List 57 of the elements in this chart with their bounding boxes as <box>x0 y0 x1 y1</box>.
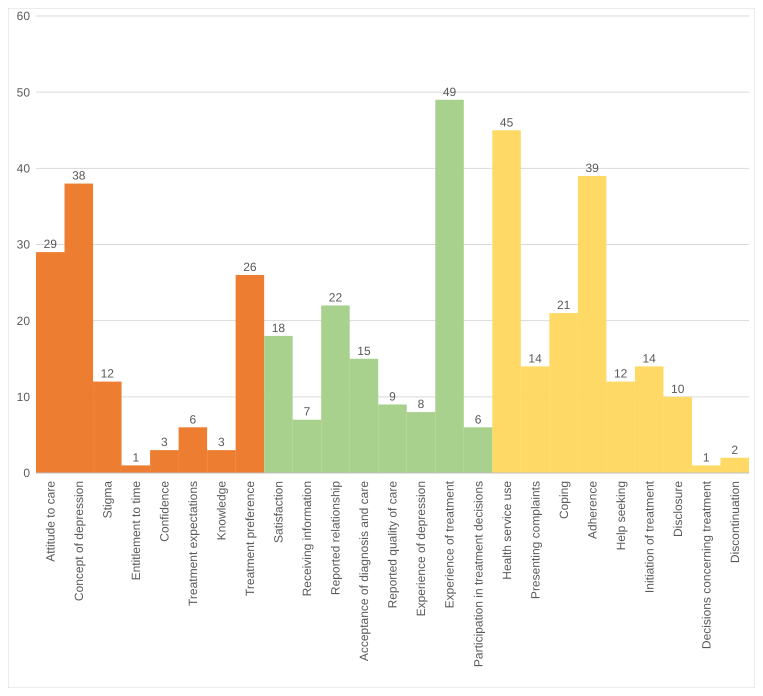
data-label: 1 <box>132 450 140 464</box>
y-tick-label: 30 <box>16 238 30 252</box>
y-tick-label: 0 <box>23 466 30 480</box>
x-tick-label: Receiving information <box>300 481 314 596</box>
data-label: 39 <box>585 160 600 175</box>
y-tick-label: 20 <box>16 314 30 328</box>
x-tick-label: Coping <box>556 481 571 520</box>
x-tick-label: Knowledge <box>214 480 229 540</box>
x-tick-label: Presenting complaints <box>528 481 542 600</box>
x-tick-label: Attitude to care <box>43 480 58 562</box>
x-tick-label: Health service use <box>500 480 514 580</box>
x-tick-label: Reported quality of care <box>386 480 400 608</box>
y-tick-label: 50 <box>16 85 30 100</box>
x-tick-label: Satisfaction <box>272 481 286 544</box>
x-tick-label: Disclosure <box>670 480 685 538</box>
x-tick-label: Confidence <box>158 480 172 542</box>
data-label: 2 <box>731 442 738 457</box>
y-tick-label: 10 <box>16 390 30 404</box>
y-tick-label: 40 <box>16 162 30 176</box>
x-tick-label: Stigma <box>100 480 114 518</box>
data-label: 21 <box>556 298 571 312</box>
data-label: 10 <box>671 382 685 396</box>
x-tick-label: Experience of treatment <box>442 480 457 608</box>
data-label: 18 <box>272 320 286 335</box>
x-tick-label: Treatment preference <box>243 480 258 596</box>
data-label: 3 <box>218 435 226 450</box>
x-tick-label: Help seeking <box>614 481 628 550</box>
data-label: 14 <box>642 351 656 366</box>
x-tick-label: Adherence <box>585 480 600 540</box>
data-label: 12 <box>100 366 114 381</box>
data-label: 9 <box>389 389 396 404</box>
x-tick-label: Concept of depression <box>72 481 86 602</box>
data-label: 26 <box>243 260 257 274</box>
x-tick-label: Experience of depression <box>414 481 428 616</box>
data-label: 7 <box>304 404 311 419</box>
data-label: 12 <box>614 366 628 381</box>
data-label: 14 <box>528 351 542 366</box>
data-label: 3 <box>160 435 168 450</box>
x-tick-label: Initiation of treatment <box>642 480 656 594</box>
x-tick-label: Decisions concerning treatment <box>699 480 714 650</box>
data-label: 15 <box>357 344 371 358</box>
x-tick-label: Reported relationship <box>328 480 343 596</box>
data-label: 38 <box>72 168 86 183</box>
data-label: 1 <box>702 450 710 464</box>
data-label: 6 <box>474 412 482 426</box>
data-label: 49 <box>442 84 457 99</box>
data-label: 29 <box>44 237 58 252</box>
x-tick-label: Discontinuation <box>728 481 742 564</box>
x-tick-label: Acceptance of diagnosis and care <box>357 480 372 662</box>
x-tick-label: Entitlement to time <box>129 480 144 580</box>
data-label: 6 <box>190 412 197 426</box>
x-tick-label: Treatment expectations <box>186 481 200 606</box>
y-tick-label: 60 <box>16 9 30 24</box>
data-label: 45 <box>500 115 514 130</box>
data-label: 22 <box>328 290 342 304</box>
x-tick-label: Participation in treatment decisions <box>471 481 486 668</box>
data-label: 8 <box>418 397 425 412</box>
